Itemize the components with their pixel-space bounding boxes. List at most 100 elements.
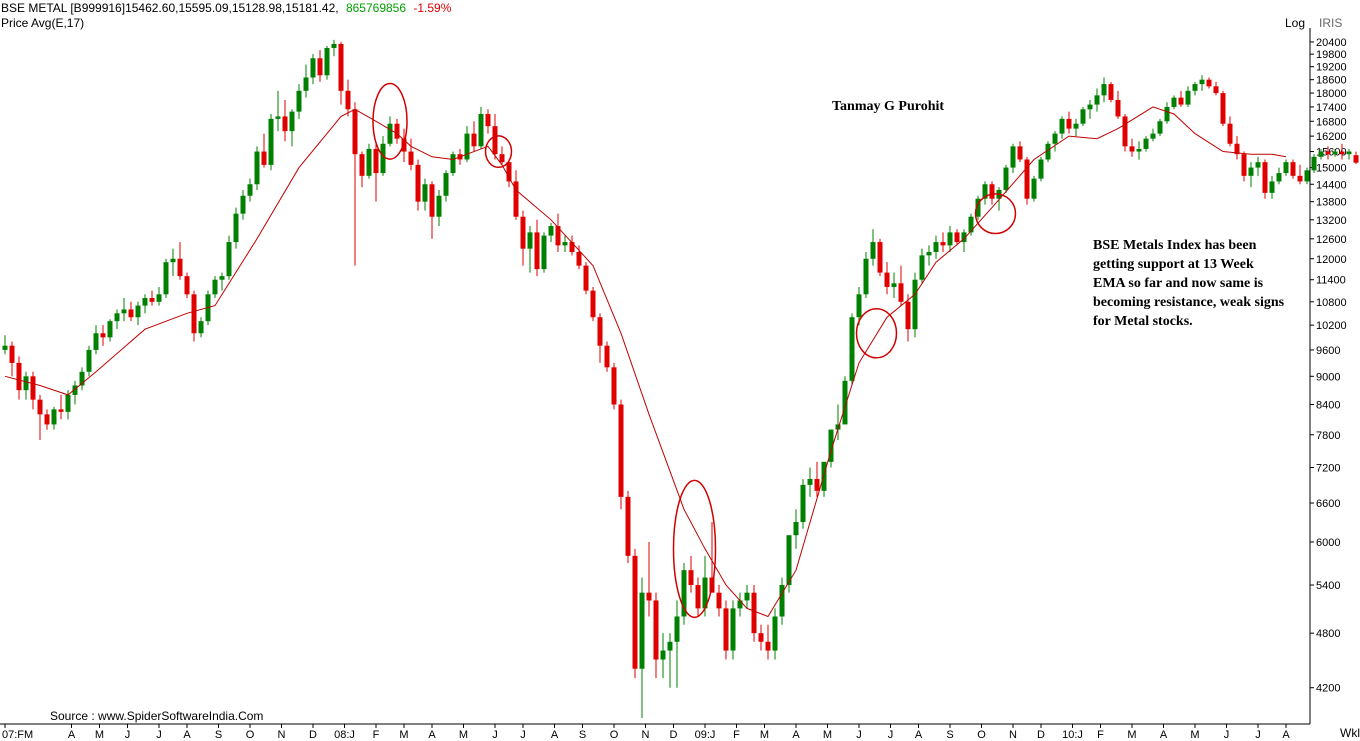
candle-body — [1241, 154, 1247, 176]
candle-body — [772, 616, 778, 651]
x-tick-label: N — [1009, 729, 1017, 741]
y-axis: 4200 4800 5400 6000 6600 7200 7800 8400 9000 9600… — [1310, 37, 1347, 695]
x-tick-label: M — [760, 729, 769, 741]
x-tick-label: F — [1097, 729, 1104, 741]
candle-body — [1332, 151, 1338, 155]
candle-body — [534, 232, 540, 270]
y-tick-label: 4200 — [1316, 683, 1340, 695]
candle-body — [1304, 170, 1310, 182]
candle-body — [1248, 167, 1254, 176]
candle-body — [863, 258, 869, 295]
candle-body — [37, 399, 43, 415]
candle-body — [604, 345, 610, 368]
candle-body — [310, 58, 316, 78]
scale-mode-label[interactable]: Log — [1285, 16, 1306, 30]
y-tick-label: 19200 — [1316, 62, 1347, 74]
candle-body — [121, 309, 127, 314]
candle-body — [618, 404, 624, 497]
x-tick-label: J — [888, 729, 894, 741]
candle-body — [779, 585, 785, 617]
candle-body — [835, 424, 841, 430]
candle-body — [947, 232, 953, 246]
x-tick-label: J — [156, 729, 162, 741]
candle-body — [331, 43, 337, 48]
x-tick-label: A — [428, 729, 436, 741]
candle-body — [520, 216, 526, 249]
candle-body — [898, 283, 904, 302]
candle-body — [891, 283, 897, 287]
candle-body — [1066, 118, 1072, 129]
candle-body — [485, 114, 491, 127]
candle-body — [51, 409, 57, 425]
y-tick-label: 10800 — [1316, 297, 1347, 309]
x-tick-label: M — [399, 729, 408, 741]
x-tick-label: O — [977, 729, 986, 741]
brand-label: IRIS — [1319, 16, 1343, 30]
x-tick-label: N — [642, 729, 650, 741]
candle-body — [1087, 104, 1093, 110]
x-tick-label: D — [309, 729, 317, 741]
x-tick-label: 07:FM — [2, 729, 33, 741]
x-axis: 07:FM A M J J A S O N D 08:J F M A M J J A S O N D 09:J F M A M J J A… — [2, 724, 1290, 741]
candle-body — [1080, 109, 1086, 124]
candle-body — [548, 226, 554, 236]
candle-body — [380, 143, 386, 174]
candle-body — [786, 535, 792, 586]
candle-body — [583, 265, 589, 291]
candle-body — [464, 133, 470, 160]
candle-body — [968, 216, 974, 233]
candle-body — [492, 126, 498, 155]
candle-body — [429, 184, 435, 217]
candle-body — [1045, 143, 1051, 160]
candle-body — [1318, 151, 1324, 157]
annotation-circle — [974, 193, 1017, 235]
candle-body — [1010, 146, 1016, 168]
candle-body — [254, 151, 260, 185]
x-tick-label: 09:J — [695, 729, 716, 741]
candle-body — [324, 47, 330, 76]
candle-body — [261, 151, 267, 165]
candle-body — [93, 333, 99, 350]
volume-value: 865769856 — [345, 1, 407, 15]
candle-body — [842, 380, 848, 425]
x-tick-label: M — [1127, 729, 1136, 741]
candle-body — [905, 301, 911, 330]
candle-body — [1220, 93, 1226, 124]
candle-body — [443, 173, 449, 196]
candle-body — [646, 592, 652, 601]
candle-body — [415, 164, 421, 202]
candle-body — [58, 409, 64, 412]
candle-body — [884, 272, 890, 287]
candle-body — [975, 198, 981, 217]
candle-body — [338, 43, 344, 91]
candle-body — [1164, 106, 1170, 122]
candle-body — [1150, 133, 1156, 139]
candle-body — [1192, 84, 1198, 91]
candle-body — [723, 608, 729, 651]
symbol-quote: BSE METAL [B999916]15462.60,15595.09,151… — [1, 1, 339, 15]
candle-body — [422, 184, 428, 202]
candle-body — [240, 195, 246, 214]
candle-body — [849, 317, 855, 381]
candle-body — [65, 394, 71, 412]
x-tick-label: J — [856, 729, 862, 741]
candle-body — [1227, 123, 1233, 144]
candle-body — [877, 242, 883, 273]
candle-body — [856, 294, 862, 318]
candle-body — [1157, 121, 1163, 134]
candle-body — [16, 362, 22, 391]
candle-body — [506, 162, 512, 182]
candlestick-series — [2, 39, 1359, 718]
y-tick-label: 6000 — [1316, 537, 1340, 549]
candle-body — [135, 305, 141, 318]
candle-body — [219, 276, 225, 280]
candle-body — [625, 496, 631, 556]
candle-body — [1325, 151, 1331, 155]
candle-body — [653, 600, 659, 660]
x-tick-label: F — [733, 729, 740, 741]
x-tick-label: D — [1037, 729, 1045, 741]
y-tick-label: 9600 — [1316, 345, 1340, 357]
candle-body — [408, 151, 414, 165]
candle-body — [1297, 175, 1303, 182]
x-tick-label: 10:J — [1062, 729, 1083, 741]
